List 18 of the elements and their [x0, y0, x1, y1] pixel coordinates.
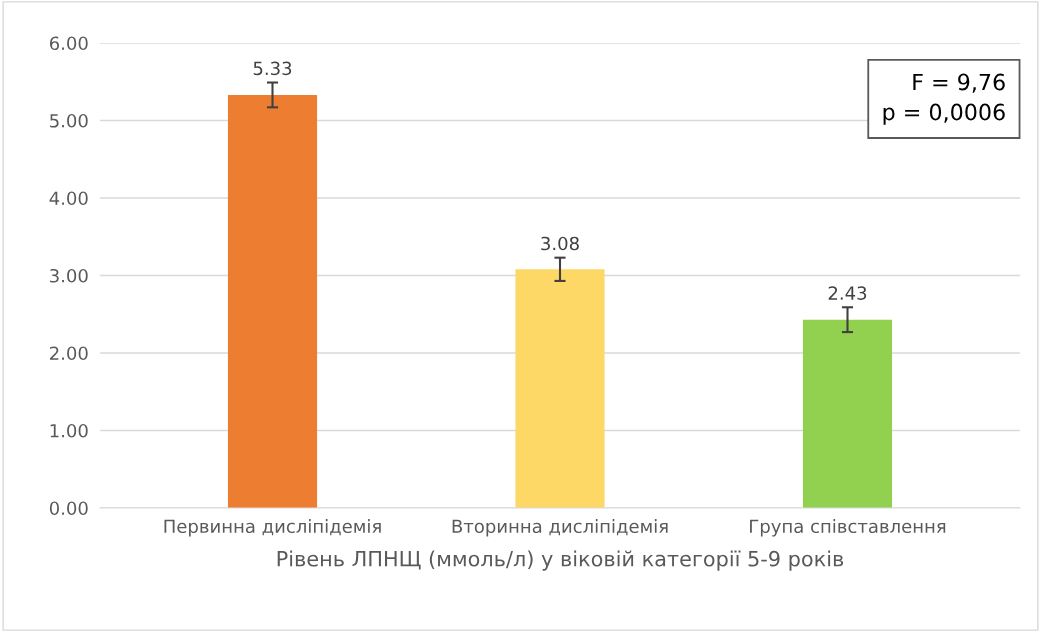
y-tick-label: 1.00: [50, 423, 88, 438]
data-label: 2.43: [828, 286, 867, 300]
x-tick-label: Первинна дисліпідемія: [164, 519, 381, 537]
x-axis-title: Рівень ЛПНЩ (ммоль/л) у віковій категорії 5-9 років: [277, 550, 844, 571]
y-tick-label: 3.00: [50, 268, 88, 283]
y-tick-label: 5.00: [50, 113, 88, 128]
bar: [802, 319, 893, 508]
y-tick-label: 4.00: [49, 191, 88, 206]
x-tick-label: Група співставлення: [750, 519, 946, 537]
y-tick-label: 2.00: [50, 346, 88, 361]
y-tick-label: 6.00: [49, 36, 88, 51]
annotation: F = 9,76 p = 0,0006: [883, 73, 1005, 125]
bar: [515, 269, 605, 508]
bar: [227, 94, 318, 508]
x-tick-label: Вторинна дисліпідемія: [452, 519, 668, 537]
data-label: 5.33: [253, 61, 292, 76]
data-label: 3.08: [541, 236, 579, 251]
y-tick-label: 0.00: [49, 501, 88, 516]
